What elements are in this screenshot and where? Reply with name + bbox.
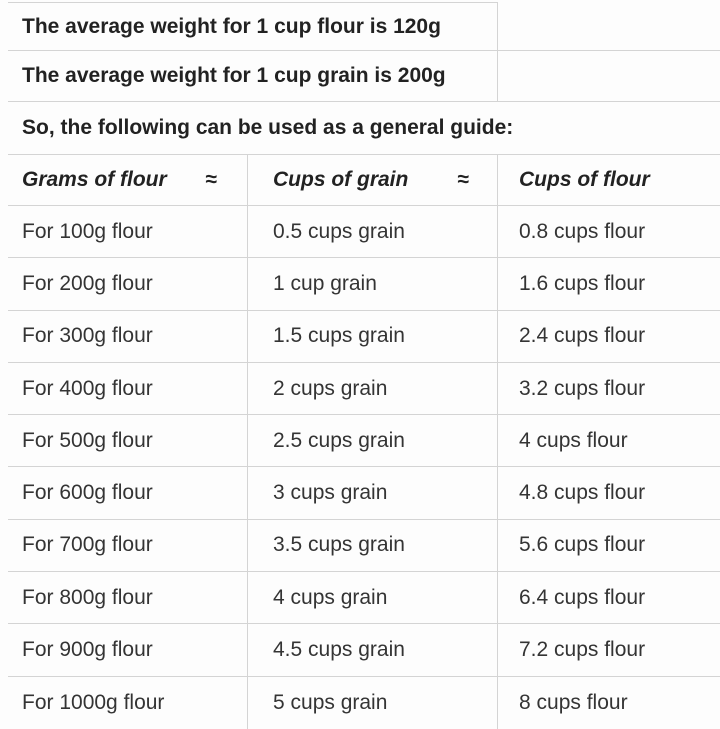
note-row-grain: The average weight for 1 cup grain is 20… (8, 51, 720, 102)
cups-grain-cell: 1.5 cups grain (247, 310, 497, 362)
table-row: For 500g flour 2.5 cups grain 4 cups flour (8, 415, 720, 468)
header-label: Cups of grain (273, 168, 409, 191)
table-row: For 100g flour 0.5 cups grain 0.8 cups flo… (8, 206, 720, 259)
header-label: Cups of flour (519, 168, 650, 191)
cups-flour-cell: 4 cups flour (497, 415, 720, 467)
notes-table: The average weight for 1 cup flour is 12… (8, 2, 720, 155)
approx-symbol: ≈ (205, 168, 217, 191)
table-row: For 1000g flour 5 cups grain 8 cups flour (8, 676, 720, 729)
cups-flour-cell: 2.4 cups flour (497, 310, 720, 362)
header-grams-of-flour: Grams of flour ≈ (8, 155, 247, 205)
grams-cell: For 1000g flour (22, 690, 165, 714)
cups-grain-cell: 4.5 cups grain (247, 624, 497, 676)
header-cups-of-flour: Cups of flour (497, 155, 720, 205)
table-body: For 100g flour 0.5 cups grain 0.8 cups flo… (8, 206, 720, 729)
grams-cell: For 300g flour (22, 324, 153, 348)
cups-flour-cell: 7.2 cups flour (497, 624, 720, 676)
grams-cell: For 500g flour (22, 428, 153, 452)
table-row: For 200g flour 1 cup grain 1.6 cups flour (8, 258, 720, 311)
grams-cell: For 100g flour (22, 219, 153, 243)
cups-flour-cell: 0.8 cups flour (497, 206, 720, 258)
cups-grain-cell: 0.5 cups grain (247, 206, 497, 258)
table-row: For 300g flour 1.5 cups grain 2.4 cups flo… (8, 310, 720, 363)
cups-flour-cell: 8 cups flour (497, 676, 720, 729)
cups-grain-cell: 3 cups grain (247, 467, 497, 519)
note-row-flour: The average weight for 1 cup flour is 12… (8, 2, 720, 51)
cups-flour-cell: 6.4 cups flour (497, 572, 720, 624)
cups-grain-cell: 4 cups grain (247, 572, 497, 624)
approx-symbol: ≈ (457, 168, 469, 191)
table-row: For 800g flour 4 cups grain 6.4 cups flour (8, 572, 720, 625)
grams-cell: For 700g flour (22, 533, 153, 557)
table-row: For 700g flour 3.5 cups grain 5.6 cups flo… (8, 519, 720, 573)
cups-grain-cell: 3.5 cups grain (247, 519, 497, 572)
cups-grain-cell: 2.5 cups grain (247, 415, 497, 467)
cups-flour-cell: 4.8 cups flour (497, 467, 720, 519)
note-empty-cell-1 (497, 2, 720, 50)
cups-grain-cell: 1 cup grain (247, 258, 497, 310)
header-label: Grams of flour (22, 168, 167, 191)
grams-cell: For 900g flour (22, 638, 153, 662)
grams-cell: For 800g flour (22, 585, 153, 609)
grams-cell: For 200g flour (22, 271, 153, 295)
note-grain-weight: The average weight for 1 cup grain is 20… (22, 64, 446, 87)
header-cups-of-grain: Cups of grain ≈ (247, 155, 497, 205)
table-row: For 400g flour 2 cups grain 3.2 cups flour (8, 362, 720, 416)
cups-flour-cell: 1.6 cups flour (497, 258, 720, 310)
note-empty-cell-2 (497, 51, 720, 101)
grams-cell: For 400g flour (22, 376, 153, 400)
conversion-table: Grams of flour ≈ Cups of grain ≈ Cups of… (8, 155, 720, 729)
cups-flour-cell: 5.6 cups flour (497, 519, 720, 572)
cups-grain-cell: 5 cups grain (247, 676, 497, 729)
guide-intro-text: So, the following can be used as a gener… (8, 102, 720, 155)
cups-flour-cell: 3.2 cups flour (497, 362, 720, 415)
table-row: For 600g flour 3 cups grain 4.8 cups flour (8, 467, 720, 520)
table-header-row: Grams of flour ≈ Cups of grain ≈ Cups of… (8, 155, 720, 206)
table-row: For 900g flour 4.5 cups grain 7.2 cups flo… (8, 624, 720, 677)
cups-grain-cell: 2 cups grain (247, 362, 497, 415)
note-flour-weight: The average weight for 1 cup flour is 12… (8, 2, 497, 50)
grams-cell: For 600g flour (22, 481, 153, 505)
